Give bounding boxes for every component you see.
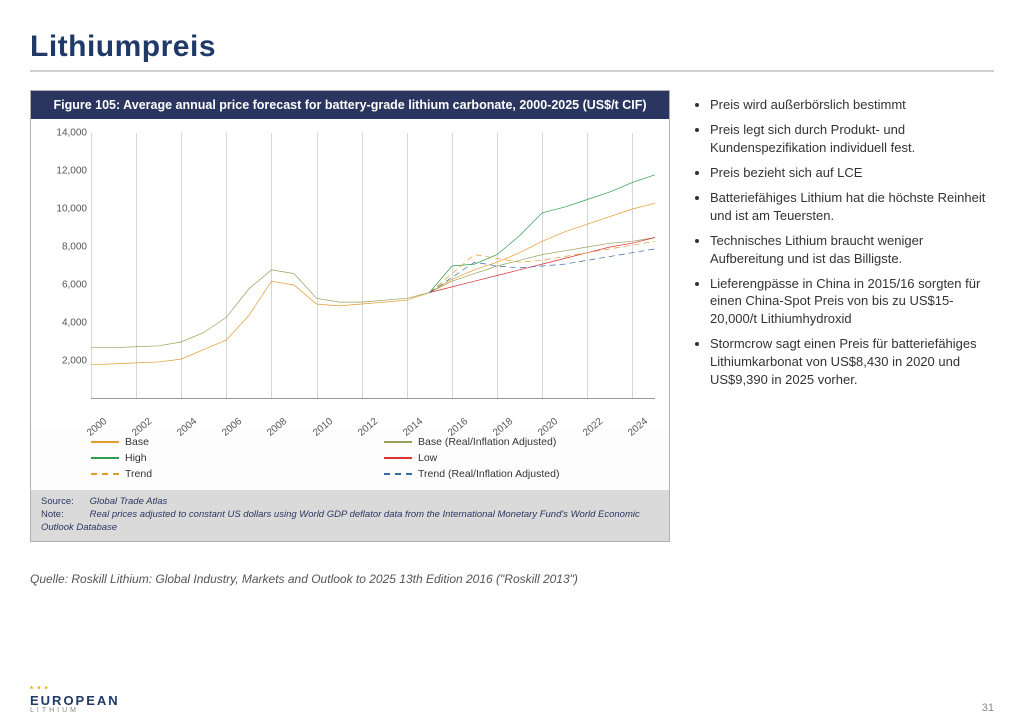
series-line <box>429 175 655 293</box>
title-wrap: Lithiumpreis <box>30 30 994 72</box>
chart-column: Figure 105: Average annual price forecas… <box>30 90 670 714</box>
legend-label: Base (Real/Inflation Adjusted) <box>418 436 556 448</box>
footer-note-label: Note: <box>41 509 87 522</box>
logo-sub: LITHIUM <box>30 707 120 714</box>
bullet-item: Preis wird außerbörslich bestimmt <box>710 96 994 114</box>
chart-legend: Base Base (Real/Inflation Adjusted) High Lo… <box>31 429 669 490</box>
legend-item: Base (Real/Inflation Adjusted) <box>384 436 659 448</box>
y-tick-label: 10,000 <box>41 204 87 215</box>
footer-note-text: Real prices adjusted to constant US doll… <box>41 509 640 533</box>
legend-item: Trend <box>91 468 366 480</box>
series-line <box>429 249 655 293</box>
y-tick-label: 4,000 <box>41 318 87 329</box>
chart-lines <box>91 133 655 399</box>
bullet-item: Stormcrow sagt einen Preis für batterief… <box>710 335 994 389</box>
bullet-item: Preis bezieht sich auf LCE <box>710 164 994 182</box>
legend-swatch <box>91 473 119 475</box>
page-number: 31 <box>982 702 994 714</box>
legend-label: High <box>125 452 147 464</box>
legend-item: High <box>91 452 366 464</box>
bullet-item: Technisches Lithium braucht weniger Aufb… <box>710 232 994 268</box>
chart-plot: 2,0004,0006,0008,00010,00012,00014,00020… <box>31 119 669 429</box>
logo-main: EUROPEAN <box>30 693 120 708</box>
y-tick-label: 12,000 <box>41 166 87 177</box>
chart-figure: Figure 105: Average annual price forecas… <box>30 90 670 542</box>
bullet-item: Preis legt sich durch Produkt- und Kunde… <box>710 121 994 157</box>
source-line: Quelle: Roskill Lithium: Global Industry… <box>30 572 670 586</box>
legend-label: Trend <box>125 468 152 480</box>
legend-item: Trend (Real/Inflation Adjusted) <box>384 468 659 480</box>
legend-swatch <box>384 441 412 443</box>
footer-source-label: Source: <box>41 496 87 509</box>
bullet-item: Batteriefähiges Lithium hat die höchste … <box>710 189 994 225</box>
legend-label: Trend (Real/Inflation Adjusted) <box>418 468 559 480</box>
legend-swatch <box>91 441 119 443</box>
y-tick-label: 8,000 <box>41 242 87 253</box>
legend-label: Low <box>418 452 437 464</box>
legend-item: Low <box>384 452 659 464</box>
y-tick-label: 6,000 <box>41 280 87 291</box>
footer-source-text: Global Trade Atlas <box>90 496 168 507</box>
legend-swatch <box>384 457 412 459</box>
y-tick-label: 2,000 <box>41 356 87 367</box>
series-line <box>429 242 655 293</box>
y-tick-label: 14,000 <box>41 128 87 139</box>
bullets-column: Preis wird außerbörslich bestimmt Preis l… <box>692 90 994 714</box>
series-line <box>91 238 655 348</box>
series-line <box>91 204 655 365</box>
chart-title: Figure 105: Average annual price forecas… <box>31 91 669 119</box>
legend-swatch <box>384 473 412 475</box>
bullet-list: Preis wird außerbörslich bestimmt Preis l… <box>692 96 994 389</box>
chart-footer: Source: Global Trade Atlas Note: Real pr… <box>31 490 669 540</box>
bullet-item: Lieferengpässe in China in 2015/16 sorgt… <box>710 275 994 329</box>
company-logo: * * * EUROPEAN LITHIUM <box>30 686 120 714</box>
page-title: Lithiumpreis <box>30 30 994 64</box>
legend-swatch <box>91 457 119 459</box>
legend-item: Base <box>91 436 366 448</box>
